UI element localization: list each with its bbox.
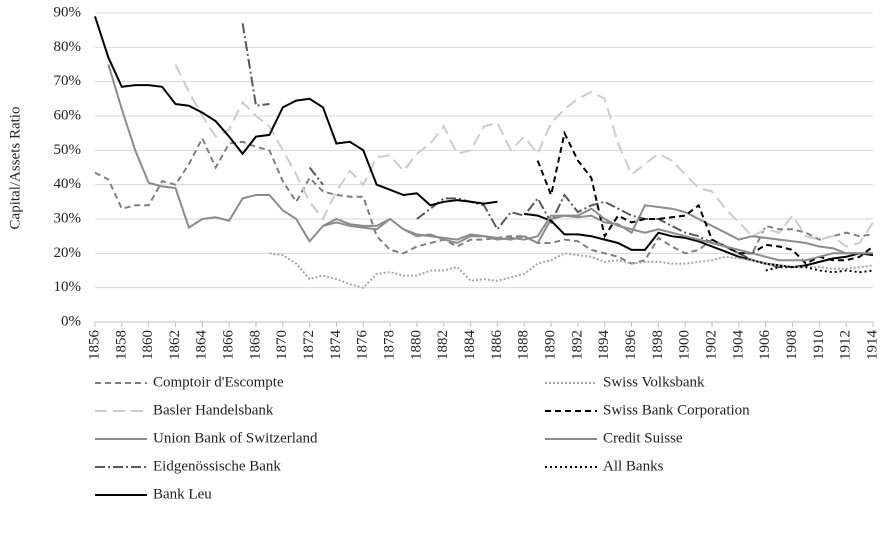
x-tick-label: 1898 [650, 330, 666, 360]
x-tick-label: 1884 [462, 330, 478, 361]
series-line [107, 64, 873, 255]
x-tick-label: 1890 [543, 330, 559, 360]
x-tick-label: 1872 [301, 330, 317, 360]
y-tick-label: 80% [54, 39, 82, 55]
x-tick-label: 1896 [623, 330, 639, 361]
legend-label: Credit Suisse [603, 430, 683, 446]
x-tick-label: 1888 [516, 330, 532, 360]
x-tick-label: 1910 [811, 330, 827, 360]
series-line [322, 207, 873, 262]
legend-label: Basler Handelsbank [153, 402, 274, 418]
x-tick-label: 1866 [221, 330, 237, 361]
y-tick-label: 40% [54, 176, 82, 192]
x-tick-label: 1870 [274, 330, 290, 360]
series-line [269, 252, 874, 289]
series-line [536, 130, 874, 265]
x-tick-label: 1864 [194, 330, 210, 361]
x-tick-label: 1878 [382, 330, 398, 360]
x-tick-label: 1906 [757, 330, 773, 361]
y-tick-label: 60% [54, 107, 82, 123]
series-line [94, 136, 874, 265]
series-line [94, 16, 874, 269]
x-tick-label: 1886 [489, 330, 505, 361]
x-tick-label: 1858 [113, 330, 129, 360]
y-tick-label: 0% [61, 313, 81, 329]
y-tick-label: 70% [54, 73, 82, 89]
legend-label: Eidgenössische Bank [153, 458, 281, 474]
legend-label: Swiss Volksbank [603, 374, 705, 390]
x-tick-label: 1912 [838, 330, 854, 360]
y-axis-title: Capital/Assets Ratio [7, 107, 23, 230]
x-tick-label: 1856 [86, 330, 102, 361]
x-tick-label: 1880 [408, 330, 424, 360]
x-tick-label: 1894 [596, 330, 612, 361]
legend-label: All Banks [603, 458, 664, 474]
x-tick-label: 1908 [784, 330, 800, 360]
x-tick-label: 1868 [247, 330, 263, 360]
x-tick-label: 1902 [703, 330, 719, 360]
legend-label: Comptoir d'Escompte [153, 374, 284, 390]
y-tick-label: 30% [54, 210, 82, 226]
x-tick-label: 1892 [569, 330, 585, 360]
x-tick-label: 1862 [167, 330, 183, 360]
legend-label: Bank Leu [153, 486, 212, 502]
x-tick-label: 1874 [328, 330, 344, 361]
legend-label: Swiss Bank Corporation [603, 402, 750, 418]
legend-label: Union Bank of Switzerland [153, 430, 318, 446]
series-line [241, 23, 793, 269]
x-tick-label: 1914 [864, 330, 880, 361]
y-tick-label: 90% [54, 4, 82, 20]
x-tick-label: 1876 [355, 330, 371, 361]
y-tick-label: 50% [54, 142, 82, 158]
y-tick-label: 10% [54, 279, 82, 295]
series-line [174, 64, 874, 248]
x-tick-label: 1860 [140, 330, 156, 360]
y-tick-label: 20% [54, 245, 82, 261]
series-line [765, 266, 874, 274]
x-tick-label: 1900 [677, 330, 693, 360]
x-tick-label: 1904 [730, 330, 746, 361]
x-tick-label: 1882 [435, 330, 451, 360]
